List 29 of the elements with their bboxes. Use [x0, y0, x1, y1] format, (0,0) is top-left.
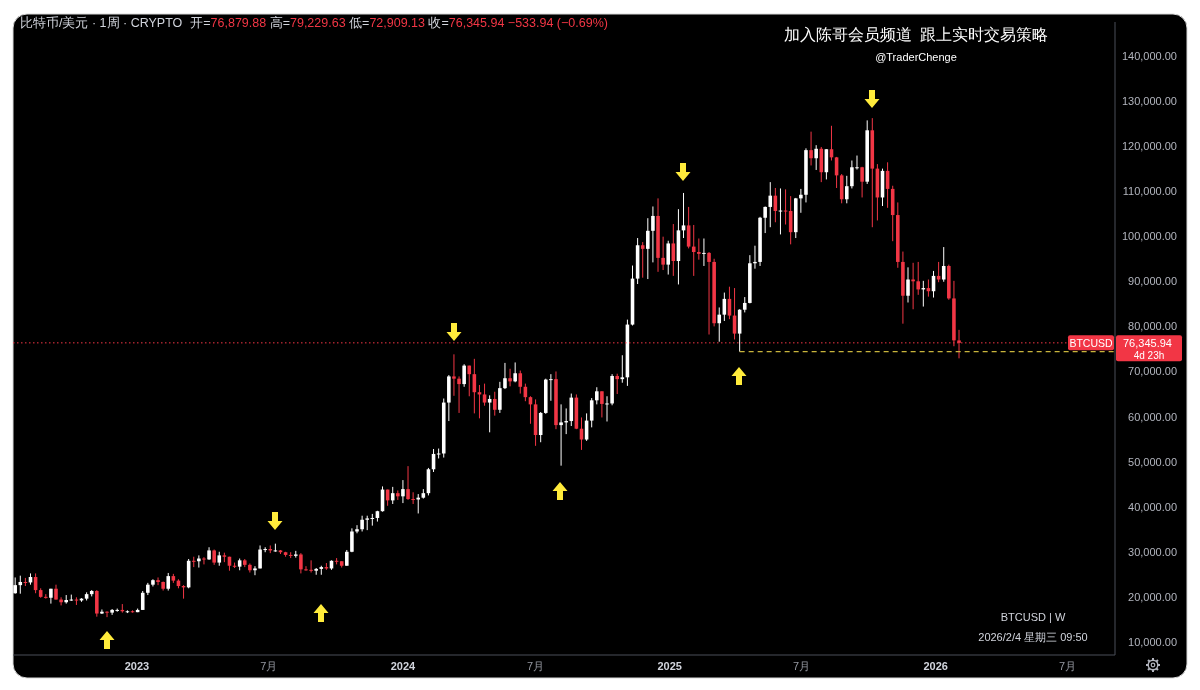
y-tick-label: 100,000.00	[1121, 230, 1177, 243]
y-tick-label: 80,000.00	[1128, 320, 1177, 333]
x-tick-label: 2025	[657, 660, 682, 672]
annotation: @TraderChenge	[875, 51, 957, 63]
y-tick-label: 140,000.00	[1121, 49, 1177, 62]
x-tick-label: 2024	[390, 660, 417, 672]
chart-title: 比特币/美元 · 1周 · CRYPTO	[20, 15, 183, 30]
y-tick-label: 30,000.00	[1128, 545, 1177, 558]
x-tick-label: 7月	[1059, 660, 1077, 672]
annotation: BTCUSD | W	[1000, 611, 1066, 623]
annotation: 76,345.94 4d 23h	[1123, 337, 1172, 361]
y-tick-label: 120,000.00	[1121, 140, 1177, 153]
y-tick-label: 130,000.00	[1121, 95, 1177, 107]
y-tick-label: 90,000.00	[1128, 275, 1177, 288]
y-tick-label: 50,000.00	[1128, 455, 1177, 468]
y-tick-label: 40,000.00	[1128, 500, 1177, 513]
y-tick-label: 60,000.00	[1128, 410, 1177, 423]
annotation: 加入陈哥会员频道 跟上实时交易策略	[783, 26, 1049, 43]
subtitle: 开=76,879.88 高=79,229.63 低=72,909.13 收=76,345.94 −533.94 (−0.69%)	[190, 16, 608, 30]
y-tick-label: 20,000.00	[1128, 590, 1177, 603]
y-tick-label: 70,000.00	[1128, 365, 1177, 378]
x-tick-label: 7月	[527, 660, 545, 672]
annotation: 2026/2/4 星期三 09:50	[978, 631, 1088, 643]
x-tick-label: 2026	[923, 660, 948, 672]
y-tick-label: 10,000.00	[1128, 635, 1177, 648]
x-tick-label: 2023	[124, 660, 150, 672]
x-tick-label: 7月	[260, 660, 278, 672]
x-tick-label: 7月	[793, 660, 811, 672]
y-tick-label: 110,000.00	[1122, 185, 1177, 198]
